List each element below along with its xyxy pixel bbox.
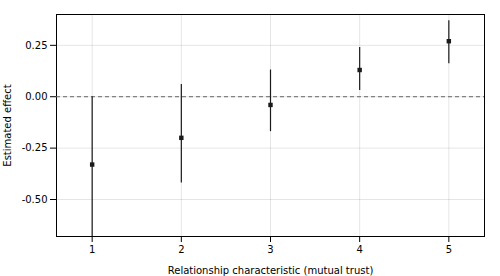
svg-text:Relationship characteristic (m: Relationship characteristic (mutual trus… — [168, 265, 374, 276]
svg-text:3: 3 — [267, 244, 273, 255]
svg-text:0.00: 0.00 — [25, 91, 47, 102]
svg-text:Estimated effect: Estimated effect — [2, 84, 13, 166]
svg-text:2: 2 — [178, 244, 184, 255]
svg-text:0.25: 0.25 — [25, 40, 47, 51]
svg-text:1: 1 — [89, 244, 95, 255]
svg-text:-0.50: -0.50 — [22, 194, 48, 205]
svg-text:-0.25: -0.25 — [22, 142, 48, 153]
svg-text:5: 5 — [446, 244, 452, 255]
svg-text:4: 4 — [356, 244, 362, 255]
